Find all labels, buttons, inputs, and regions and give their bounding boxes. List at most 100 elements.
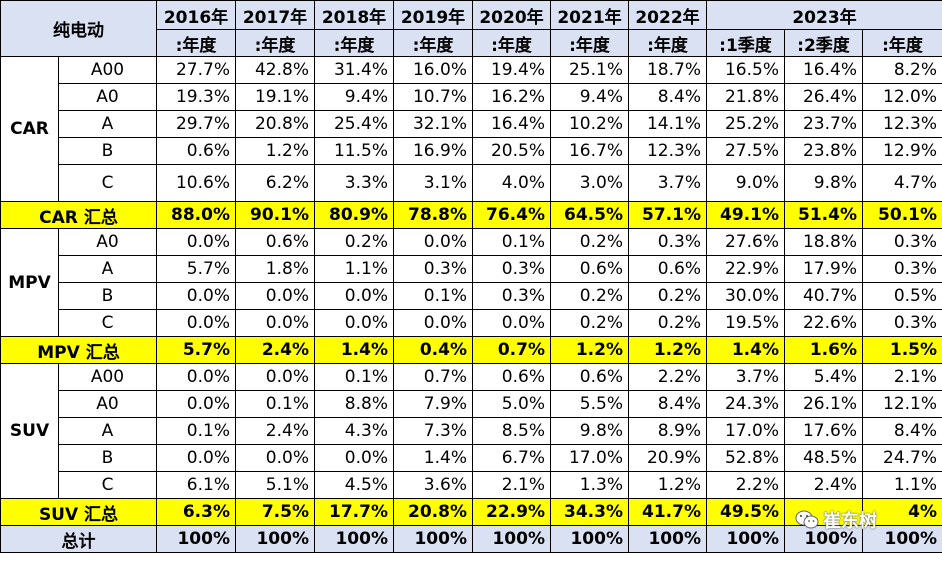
value-cell: 17.9% bbox=[784, 255, 863, 283]
value-cell: 1.2% bbox=[235, 137, 315, 165]
value-cell: 17.0% bbox=[706, 417, 785, 445]
value-cell: 0.0% bbox=[314, 282, 394, 310]
value-cell: 0.6% bbox=[472, 363, 551, 391]
subtotal-value: 2.4% bbox=[235, 336, 315, 364]
value-cell: 17.6% bbox=[784, 417, 863, 445]
table-row: A 29.7% 20.8% 25.4% 32.1% 16.4% 10.2% 14.1% 25.2… bbox=[1, 110, 942, 138]
subtotal-value: 78.8% bbox=[393, 201, 473, 229]
value-cell: 16.9% bbox=[393, 137, 473, 165]
value-cell: 0.2% bbox=[628, 309, 707, 337]
subtotal-value: 51.4% bbox=[784, 201, 863, 229]
value-cell: 9.8% bbox=[784, 164, 863, 202]
value-cell: 19.4% bbox=[472, 56, 551, 84]
subtotal-value: 64.5% bbox=[550, 201, 629, 229]
value-cell: 16.5% bbox=[706, 56, 785, 84]
subtotal-value: 34.3% bbox=[550, 498, 629, 526]
subtotal-value: 50.1% bbox=[861, 201, 942, 229]
value-cell: 0.1% bbox=[235, 390, 315, 418]
value-cell: 25.1% bbox=[550, 56, 629, 84]
subtotal-value: 7.5% bbox=[235, 498, 315, 526]
subtotal-value: 22.9% bbox=[472, 498, 551, 526]
value-cell: 20.5% bbox=[472, 137, 551, 165]
table-row: C 6.1% 5.1% 4.5% 3.6% 2.1% 1.3% 1.2% 2.2% 2.4% 1.1… bbox=[1, 471, 942, 499]
value-cell: 23.7% bbox=[784, 110, 863, 138]
value-cell: 29.7% bbox=[156, 110, 236, 138]
grand-total-value: 100% bbox=[706, 525, 785, 553]
segment-label: A0 bbox=[58, 228, 157, 256]
subtotal-value: 17.7% bbox=[314, 498, 394, 526]
value-cell: 4.3% bbox=[314, 417, 394, 445]
value-cell: 6.1% bbox=[156, 471, 236, 499]
value-cell: 0.6% bbox=[235, 228, 315, 256]
period-header: :年度 bbox=[156, 29, 236, 57]
subtotal-label: CAR 汇总 bbox=[0, 201, 157, 229]
value-cell: 0.7% bbox=[393, 363, 473, 391]
value-cell: 27.7% bbox=[156, 56, 236, 84]
value-cell: 7.9% bbox=[393, 390, 473, 418]
value-cell: 30.0% bbox=[706, 282, 785, 310]
value-cell: 0.0% bbox=[156, 363, 236, 391]
year-header: 2022年 bbox=[628, 0, 707, 30]
segment-label: A00 bbox=[58, 56, 157, 84]
value-cell: 18.7% bbox=[628, 56, 707, 84]
value-cell: 1.3% bbox=[550, 471, 629, 499]
table-row: A 5.7% 1.8% 1.1% 0.3% 0.3% 0.6% 0.6% 22.9% 17.9% 0… bbox=[1, 255, 942, 283]
subtotal-row: CAR 汇总 88.0% 90.1% 80.9% 78.8% 76.4% 64.5% 57.1… bbox=[0, 201, 942, 229]
period-header: :年度 bbox=[550, 29, 629, 57]
value-cell: 3.1% bbox=[393, 164, 473, 202]
subtotal-value: 5.7% bbox=[156, 336, 236, 364]
segment-label: B bbox=[58, 444, 157, 472]
value-cell: 0.2% bbox=[550, 228, 629, 256]
value-cell: 4.7% bbox=[861, 164, 942, 202]
value-cell: 16.0% bbox=[393, 56, 473, 84]
value-cell: 23.8% bbox=[784, 137, 863, 165]
value-cell: 6.2% bbox=[235, 164, 315, 202]
table-row: SUV A00 0.0% 0.0% 0.1% 0.7% 0.6% 0.6% 2.2% 3.7% 5.… bbox=[0, 363, 942, 499]
value-cell: 16.7% bbox=[550, 137, 629, 165]
value-cell: 9.4% bbox=[550, 83, 629, 111]
value-cell: 25.4% bbox=[314, 110, 394, 138]
value-cell: 12.3% bbox=[628, 137, 707, 165]
value-cell: 0.0% bbox=[235, 444, 315, 472]
year-header: 2019年 bbox=[393, 0, 473, 30]
value-cell: 20.8% bbox=[235, 110, 315, 138]
value-cell: 2.4% bbox=[784, 471, 863, 499]
value-cell: 8.9% bbox=[628, 417, 707, 445]
value-cell: 0.0% bbox=[156, 390, 236, 418]
year-header: 2021年 bbox=[550, 0, 629, 30]
subtotal-row: SUV 汇总 6.3% 7.5% 17.7% 20.8% 22.9% 34.3% 41.7% 4… bbox=[0, 498, 942, 526]
value-cell: 0.0% bbox=[156, 444, 236, 472]
table-row: B 0.6% 1.2% 11.5% 16.9% 20.5% 16.7% 12.3% 27.5% 2… bbox=[1, 137, 942, 165]
category-label: CAR bbox=[0, 56, 59, 202]
segment-label: A bbox=[58, 110, 157, 138]
segment-label: A0 bbox=[58, 83, 157, 111]
value-cell: 8.2% bbox=[861, 56, 942, 84]
subtotal-value: 76.4% bbox=[472, 201, 551, 229]
value-cell: 0.0% bbox=[314, 444, 394, 472]
value-cell: 12.0% bbox=[861, 83, 942, 111]
year-header: 2016年 bbox=[156, 0, 236, 30]
value-cell: 8.4% bbox=[628, 83, 707, 111]
value-cell: 22.6% bbox=[784, 309, 863, 337]
year-header: 2018年 bbox=[314, 0, 394, 30]
value-cell: 21.8% bbox=[706, 83, 785, 111]
value-cell: 0.2% bbox=[314, 228, 394, 256]
period-header: :年度 bbox=[472, 29, 551, 57]
subtotal-value: 4% bbox=[861, 498, 942, 526]
subtotal-value: 1.4% bbox=[706, 336, 785, 364]
value-cell: 0.0% bbox=[314, 309, 394, 337]
period-header: :1季度 bbox=[706, 29, 785, 57]
value-cell: 0.3% bbox=[472, 255, 551, 283]
subtotal-label: MPV 汇总 bbox=[0, 336, 157, 364]
table-row: CAR A00 27.7% 42.8% 31.4% 16.0% 19.4% 25.1% 18.7… bbox=[0, 56, 942, 202]
subtotal-value bbox=[784, 498, 863, 526]
value-cell: 3.6% bbox=[393, 471, 473, 499]
value-cell: 0.0% bbox=[156, 282, 236, 310]
period-header: :2季度 bbox=[784, 29, 863, 57]
corner-label: 纯电动 bbox=[0, 0, 157, 57]
value-cell: 19.3% bbox=[156, 83, 236, 111]
value-cell: 9.0% bbox=[706, 164, 785, 202]
grand-total-value: 100% bbox=[393, 525, 473, 553]
value-cell: 5.0% bbox=[472, 390, 551, 418]
grand-total-value: 100% bbox=[784, 525, 863, 553]
